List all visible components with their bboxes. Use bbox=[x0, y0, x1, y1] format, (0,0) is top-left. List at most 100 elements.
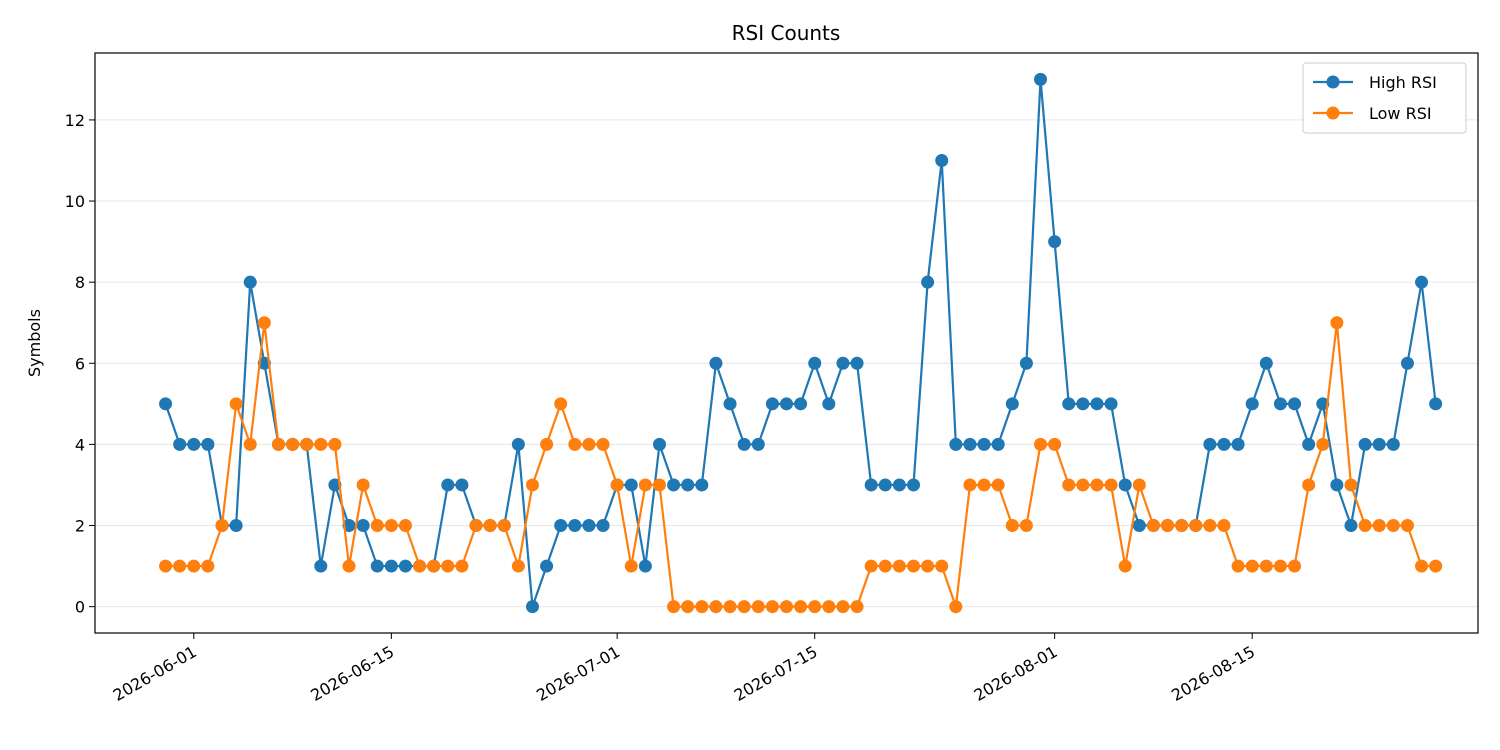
data-point bbox=[469, 519, 483, 533]
data-point bbox=[624, 478, 638, 492]
data-point bbox=[1132, 519, 1146, 533]
data-point bbox=[201, 559, 215, 573]
data-point bbox=[1259, 356, 1273, 370]
data-point bbox=[384, 559, 398, 573]
series-low-rsi bbox=[159, 316, 1443, 614]
data-point bbox=[667, 478, 681, 492]
data-point bbox=[1358, 519, 1372, 533]
data-point bbox=[1203, 437, 1217, 451]
data-point bbox=[822, 600, 836, 614]
data-point bbox=[652, 478, 666, 492]
data-point bbox=[1019, 356, 1033, 370]
data-point bbox=[681, 478, 695, 492]
data-point bbox=[398, 519, 412, 533]
data-point bbox=[314, 559, 328, 573]
data-point bbox=[525, 600, 539, 614]
data-point bbox=[314, 437, 328, 451]
data-point bbox=[159, 559, 173, 573]
data-point bbox=[554, 519, 568, 533]
y-tick-label: 0 bbox=[75, 598, 85, 617]
data-point bbox=[1231, 437, 1245, 451]
y-tick-label: 8 bbox=[75, 273, 85, 292]
legend-label: High RSI bbox=[1369, 73, 1437, 92]
data-point bbox=[271, 437, 285, 451]
data-point bbox=[1330, 316, 1344, 330]
data-point bbox=[215, 519, 229, 533]
legend-box bbox=[1302, 62, 1467, 134]
data-point bbox=[808, 600, 822, 614]
data-point bbox=[935, 153, 949, 167]
data-point bbox=[794, 397, 808, 411]
data-point bbox=[1259, 559, 1273, 573]
data-point bbox=[1048, 437, 1062, 451]
data-point bbox=[723, 397, 737, 411]
data-point bbox=[1217, 519, 1231, 533]
data-point bbox=[695, 478, 709, 492]
data-point bbox=[300, 437, 314, 451]
data-point bbox=[187, 437, 201, 451]
data-point bbox=[850, 600, 864, 614]
data-point bbox=[892, 478, 906, 492]
data-point bbox=[808, 356, 822, 370]
data-point bbox=[921, 275, 935, 289]
data-point bbox=[1104, 478, 1118, 492]
data-point bbox=[907, 559, 921, 573]
data-point bbox=[342, 559, 356, 573]
data-point bbox=[427, 559, 441, 573]
data-point bbox=[1175, 519, 1189, 533]
data-point bbox=[229, 519, 243, 533]
data-point bbox=[921, 559, 935, 573]
plot-frame bbox=[94, 52, 1479, 634]
data-point bbox=[1203, 519, 1217, 533]
data-point bbox=[286, 437, 300, 451]
data-point bbox=[582, 519, 596, 533]
data-point bbox=[794, 600, 808, 614]
data-point bbox=[596, 519, 610, 533]
data-point bbox=[1005, 397, 1019, 411]
data-point bbox=[582, 437, 596, 451]
data-point bbox=[1104, 397, 1118, 411]
data-point bbox=[1062, 478, 1076, 492]
data-point bbox=[1372, 437, 1386, 451]
data-point bbox=[977, 437, 991, 451]
data-point bbox=[1372, 519, 1386, 533]
data-point bbox=[441, 559, 455, 573]
data-point bbox=[173, 437, 187, 451]
data-point bbox=[1062, 397, 1076, 411]
data-point bbox=[511, 437, 525, 451]
data-point bbox=[751, 600, 765, 614]
y-tick-label: 12 bbox=[65, 111, 85, 130]
data-point bbox=[1034, 437, 1048, 451]
data-point bbox=[328, 437, 342, 451]
data-point bbox=[949, 600, 963, 614]
data-point bbox=[1245, 397, 1259, 411]
data-point bbox=[1090, 397, 1104, 411]
data-point bbox=[1118, 478, 1132, 492]
series-layer bbox=[159, 72, 1443, 614]
data-point bbox=[1415, 275, 1429, 289]
data-point bbox=[187, 559, 201, 573]
data-point bbox=[765, 600, 779, 614]
chart-title: RSI Counts bbox=[732, 21, 841, 45]
data-point bbox=[1415, 559, 1429, 573]
data-point bbox=[497, 519, 511, 533]
data-point bbox=[850, 356, 864, 370]
data-point bbox=[1189, 519, 1203, 533]
data-point bbox=[455, 559, 469, 573]
data-point bbox=[1273, 397, 1287, 411]
data-point bbox=[1386, 437, 1400, 451]
data-point bbox=[935, 559, 949, 573]
y-tick-label: 2 bbox=[75, 517, 85, 536]
data-point bbox=[709, 600, 723, 614]
data-point bbox=[610, 478, 624, 492]
data-point bbox=[1429, 559, 1443, 573]
data-point bbox=[540, 437, 554, 451]
data-point bbox=[1005, 519, 1019, 533]
data-point bbox=[991, 437, 1005, 451]
data-point bbox=[1245, 559, 1259, 573]
data-point bbox=[455, 478, 469, 492]
data-point bbox=[1302, 478, 1316, 492]
y-tick-label: 10 bbox=[65, 192, 85, 211]
